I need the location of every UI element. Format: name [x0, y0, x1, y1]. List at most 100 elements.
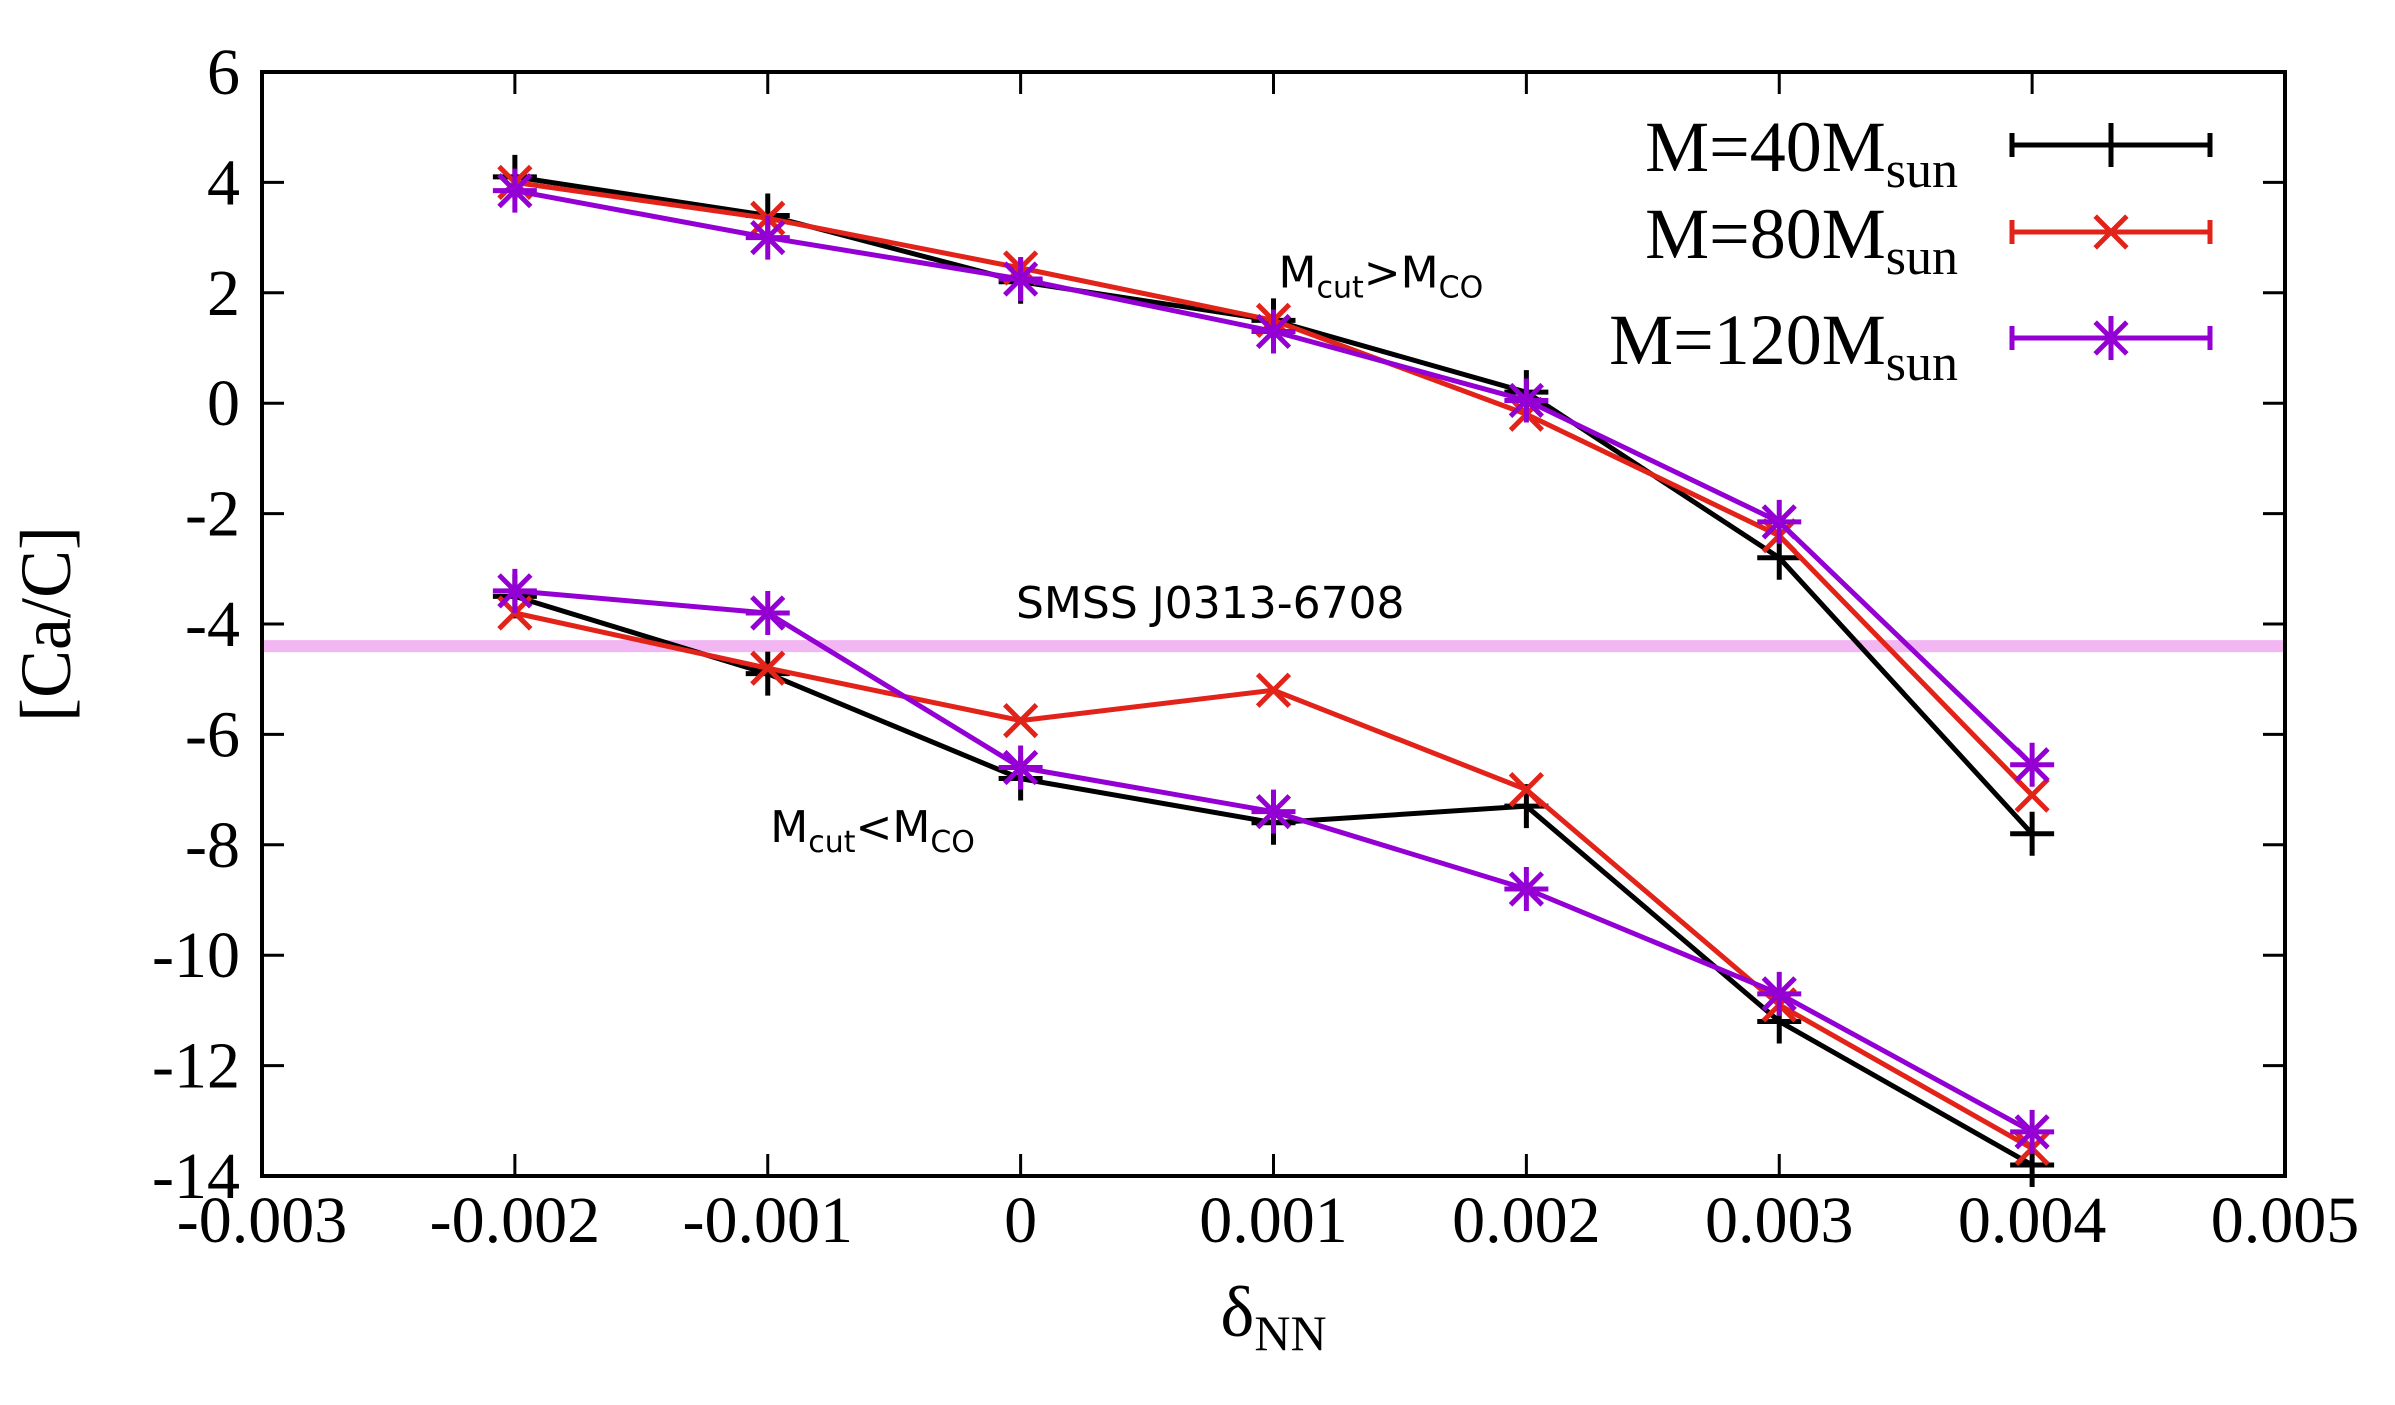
- series-line: [514, 179, 2034, 797]
- data-point: [1251, 789, 1296, 834]
- x-tick-label: -0.002: [430, 1184, 600, 1257]
- marker-stroke: [750, 650, 786, 686]
- y-tick-label: -6: [185, 698, 240, 771]
- marker-stroke: [1003, 749, 1039, 786]
- marker-stroke: [1508, 771, 1544, 808]
- series-layer: [492, 154, 2055, 1187]
- annotation-main: M: [770, 802, 808, 853]
- marker-stroke: [2014, 747, 2050, 783]
- data-point: [1508, 771, 1544, 808]
- marker-stroke: [1003, 261, 1039, 297]
- legend-entry: M=80Msun: [1645, 194, 2213, 286]
- marker-stroke: [1508, 871, 1544, 907]
- marker-stroke: [2093, 320, 2129, 356]
- legend-label-main: M=40M: [1645, 107, 1886, 187]
- data-point: [2093, 214, 2129, 250]
- series-line: [514, 188, 2034, 767]
- y-axis-title: [Ca/C]: [6, 526, 86, 722]
- reference-layer: SMSS J0313-6708: [262, 578, 2285, 653]
- x-axis-title-sub: NN: [1254, 1305, 1326, 1361]
- legend-label-sub: sun: [1886, 229, 1958, 286]
- y-tick-label: 4: [207, 146, 240, 219]
- marker-stroke: [1761, 976, 1797, 1012]
- x-tick-label: 0.005: [2211, 1184, 2360, 1257]
- data-point: [998, 745, 1043, 790]
- y-tick-label: 2: [207, 257, 240, 330]
- annotation-mid: <M: [856, 802, 931, 853]
- data-point: [750, 650, 786, 686]
- series-line: [514, 588, 2034, 1134]
- data-point: [2010, 1109, 2055, 1154]
- marker-stroke: [750, 219, 786, 256]
- data-point: [1757, 499, 1802, 544]
- x-tick-label: 0.001: [1199, 1184, 1348, 1257]
- data-point: [492, 568, 537, 613]
- y-tick-label: -14: [152, 1140, 240, 1213]
- y-tick-label: -8: [185, 809, 240, 882]
- x-tick-label: 0.004: [1958, 1184, 2107, 1257]
- plot-frame: [260, 70, 2287, 1178]
- data-point: [2089, 123, 2133, 167]
- data-point: [745, 590, 790, 635]
- x-tick-label: 0.002: [1452, 1184, 1601, 1257]
- marker-stroke: [1508, 382, 1544, 419]
- data-point: [1504, 378, 1549, 423]
- y-tick-label: -12: [152, 1030, 240, 1103]
- series-star-lower: [492, 568, 2055, 1154]
- data-point: [2010, 811, 2055, 856]
- legend-entry: M=40Msun: [1645, 107, 2213, 199]
- legend-label-main: M=80M: [1645, 194, 1886, 274]
- legend-entry: M=120Msun: [1609, 300, 2213, 392]
- legend-label-main: M=120M: [1609, 300, 1886, 380]
- data-point: [2010, 742, 2055, 787]
- legend-label: M=40Msun: [1645, 107, 1958, 199]
- x-tick-label: 0: [1004, 1184, 1037, 1257]
- axes-layer: 6 4 2 0 -2 -4 -6 -8 -10 -12 -14-0.003 -0.002 -0.001 0…: [6, 36, 2359, 1361]
- x-axis-title-main: δ: [1220, 1272, 1254, 1352]
- marker-stroke: [1003, 702, 1039, 739]
- data-point: [1003, 702, 1039, 739]
- data-point: [2089, 316, 2133, 360]
- annotation-main: M: [1279, 247, 1317, 298]
- series-star-upper: [492, 168, 2055, 787]
- reference-line-label: SMSS J0313-6708: [1016, 578, 1405, 629]
- annotation-sub: CO: [1439, 270, 1484, 305]
- marker-stroke: [1255, 313, 1292, 350]
- x-tick-label: -0.001: [683, 1184, 853, 1257]
- annotation-1: Mcut<MCO: [770, 802, 975, 860]
- legend-label-sub: sun: [1886, 335, 1958, 392]
- annotation-mid: >M: [1364, 247, 1439, 298]
- series-plus-lower: [492, 574, 2055, 1187]
- marker-stroke: [497, 573, 533, 609]
- legend-label-sub: sun: [1886, 142, 1958, 199]
- x-axis-title: δNN: [1220, 1272, 1326, 1361]
- data-point: [745, 215, 790, 260]
- data-point: [998, 257, 1043, 301]
- marker-stroke: [497, 173, 533, 209]
- marker-stroke: [750, 595, 786, 631]
- y-tick-label: -4: [185, 588, 240, 661]
- data-point: [2014, 777, 2050, 813]
- series-line: [514, 174, 2034, 836]
- annotation-sub: CO: [930, 825, 975, 860]
- annotation-0: Mcut>MCO: [1279, 247, 1484, 305]
- marker-stroke: [1255, 672, 1292, 708]
- data-point: [1255, 672, 1292, 708]
- annotation-sub: cut: [1317, 270, 1365, 305]
- x-tick-label: 0.003: [1705, 1184, 1854, 1257]
- marker-stroke: [1761, 504, 1797, 540]
- legend-label: M=80Msun: [1645, 194, 1958, 286]
- data-point: [1251, 309, 1296, 354]
- marker-stroke: [2014, 1114, 2050, 1150]
- series-line: [514, 594, 2034, 1168]
- y-tick-label: -2: [185, 478, 240, 551]
- y-tick-label: 6: [207, 36, 240, 109]
- data-point: [1757, 971, 1802, 1016]
- data-point: [1504, 866, 1549, 911]
- marker-stroke: [2093, 214, 2129, 250]
- marker-stroke: [2014, 777, 2050, 813]
- y-tick-label: -10: [152, 919, 240, 992]
